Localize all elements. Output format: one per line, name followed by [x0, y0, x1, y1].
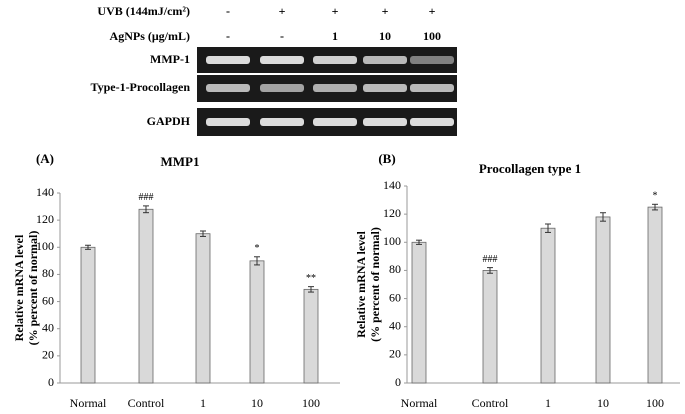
bar — [80, 246, 96, 384]
gel-band — [313, 118, 357, 126]
x-tick-label: Normal — [401, 396, 438, 410]
y-tick-label: 100 — [36, 239, 54, 253]
gel-lane-label: + — [279, 4, 286, 18]
bar — [647, 206, 663, 384]
chart-title: Procollagen type 1 — [479, 161, 581, 176]
x-tick-label: 10 — [251, 396, 263, 410]
y-axis-label: Relative mRNA level — [354, 231, 368, 338]
gel-band — [260, 84, 304, 92]
gel-band — [410, 118, 454, 126]
chart-title: MMP1 — [161, 154, 200, 169]
significance-label: ### — [483, 254, 498, 265]
gel-band — [313, 56, 357, 64]
bar — [249, 260, 265, 384]
y-tick-label: 80 — [389, 262, 401, 276]
x-tick-label: 10 — [597, 396, 609, 410]
bar — [303, 288, 319, 384]
x-tick-label: Normal — [70, 396, 107, 410]
y-tick-label: 40 — [42, 320, 54, 334]
y-axis-label: Relative mRNA level — [12, 234, 26, 341]
gel-lane-label: + — [332, 4, 339, 18]
gel-band — [260, 118, 304, 126]
y-tick-label: 20 — [42, 348, 54, 362]
gel-band-label: MMP-1 — [150, 52, 190, 66]
x-tick-label: 100 — [646, 396, 664, 410]
bar — [482, 270, 498, 384]
gel-lane-label: - — [226, 4, 230, 18]
gel-band — [206, 84, 250, 92]
significance-label: * — [255, 243, 260, 254]
gel-band — [410, 84, 454, 92]
gel-lane-label: 100 — [423, 29, 441, 43]
y-tick-label: 120 — [36, 212, 54, 226]
x-tick-label: 1 — [545, 396, 551, 410]
y-tick-label: 60 — [389, 290, 401, 304]
y-tick-label: 140 — [36, 185, 54, 199]
gel-band — [260, 56, 304, 64]
bar — [411, 241, 427, 384]
y-tick-label: 60 — [42, 293, 54, 307]
x-tick-label: Control — [128, 396, 165, 410]
gel-lane-label: + — [429, 4, 436, 18]
gel-row-label: AgNPs (μg/mL) — [110, 29, 190, 43]
y-tick-label: 140 — [383, 178, 401, 192]
gel-lane-label: + — [382, 4, 389, 18]
gel-band — [363, 118, 407, 126]
y-tick-label: 100 — [383, 234, 401, 248]
gel-band — [410, 56, 454, 64]
bar — [595, 216, 611, 384]
x-tick-label: Control — [472, 396, 509, 410]
y-tick-label: 0 — [395, 375, 401, 389]
gel-band — [206, 56, 250, 64]
significance-label: ** — [306, 273, 316, 284]
y-tick-label: 80 — [42, 266, 54, 280]
gel-band — [363, 84, 407, 92]
panel-label: (B) — [378, 151, 395, 166]
bar — [540, 227, 556, 384]
x-tick-label: 100 — [302, 396, 320, 410]
bar — [138, 208, 154, 384]
gel-band-label: GAPDH — [147, 114, 191, 128]
gel-lane-label: 1 — [332, 29, 338, 43]
y-tick-label: 40 — [389, 318, 401, 332]
significance-label: ### — [139, 192, 154, 203]
gel-lane-label: - — [226, 29, 230, 43]
x-tick-label: 1 — [200, 396, 206, 410]
y-tick-label: 0 — [48, 375, 54, 389]
bar — [195, 233, 211, 384]
significance-label: * — [653, 191, 658, 202]
gel-lane-label: 10 — [379, 29, 391, 43]
gel-row-label: UVB (144mJ/cm²) — [97, 4, 190, 18]
panel-label: (A) — [36, 151, 54, 166]
gel-band — [313, 84, 357, 92]
y-axis-label: (% percent of normal) — [26, 231, 40, 346]
gel-band — [363, 56, 407, 64]
y-tick-label: 20 — [389, 347, 401, 361]
gel-band-label: Type-1-Procollagen — [90, 80, 190, 94]
gel-lane-label: - — [280, 29, 284, 43]
y-tick-label: 120 — [383, 206, 401, 220]
gel-band — [206, 118, 250, 126]
y-axis-label: (% percent of normal) — [368, 227, 382, 342]
